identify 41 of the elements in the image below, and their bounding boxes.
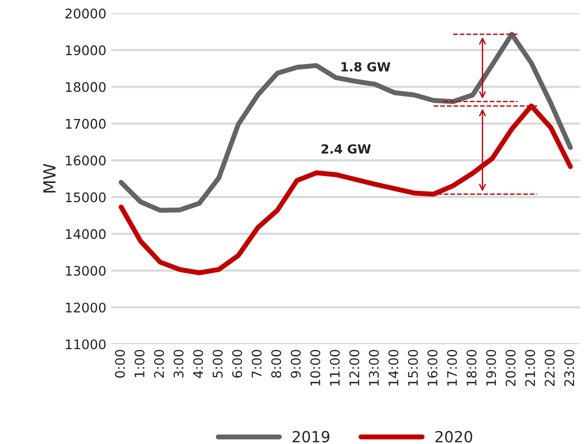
- x-tick-label: 8:00: [271, 350, 282, 378]
- y-tick-label: 18000: [66, 82, 106, 92]
- line-series: [118, 32, 573, 213]
- y-tick-label: 16000: [66, 156, 106, 166]
- x-tick-label: 9:00: [290, 350, 301, 378]
- x-tick-label: 15:00: [408, 350, 418, 386]
- y-tick-label: 13000: [66, 266, 106, 276]
- y-tick-label: 15000: [66, 192, 106, 202]
- y-tick-label: 20000: [65, 8, 106, 19]
- x-tick-label: 11:00: [330, 350, 340, 386]
- x-tick-label: 0:00: [114, 350, 125, 378]
- y-tick-label: 11000: [66, 339, 106, 350]
- y-tick-label: 17000: [66, 118, 106, 129]
- x-tick-label: 23:00: [564, 350, 574, 386]
- legend-label: 2020: [435, 430, 472, 442]
- x-tick-label: 20:00: [506, 350, 516, 386]
- x-tick-label: 7:00: [252, 350, 262, 378]
- x-tick-label: 18:00: [466, 350, 477, 386]
- x-tick-label: 13:00: [368, 350, 379, 386]
- x-tick-label: 19:00: [486, 350, 496, 386]
- x-tick-label: 12:00: [349, 350, 360, 386]
- x-tick-label: 10:00: [310, 350, 320, 386]
- x-tick-label: 5:00: [212, 350, 223, 378]
- x-tick-label: 4:00: [193, 350, 204, 378]
- x-tick-label: 22:00: [544, 350, 555, 386]
- annotation: 2.4 GW: [322, 144, 371, 154]
- legend-label: 2019: [292, 430, 330, 442]
- y-tick-label: 14000: [66, 229, 106, 240]
- x-tick-label: 21:00: [525, 350, 536, 386]
- y-axis-title: MW: [43, 164, 56, 193]
- y-tick-label: 19000: [66, 45, 106, 56]
- x-tick-label: 17:00: [447, 350, 457, 386]
- x-tick-label: 16:00: [427, 350, 438, 386]
- x-tick-label: 2:00: [154, 350, 164, 378]
- y-tick-label: 12000: [66, 302, 106, 313]
- x-tick-label: 3:00: [174, 350, 184, 378]
- line-series: [118, 104, 573, 276]
- x-tick-label: 1:00: [134, 350, 144, 378]
- x-tick-label: 14:00: [388, 350, 398, 386]
- annotation: 1.8 GW: [342, 62, 390, 72]
- x-tick-label: 6:00: [232, 350, 242, 378]
